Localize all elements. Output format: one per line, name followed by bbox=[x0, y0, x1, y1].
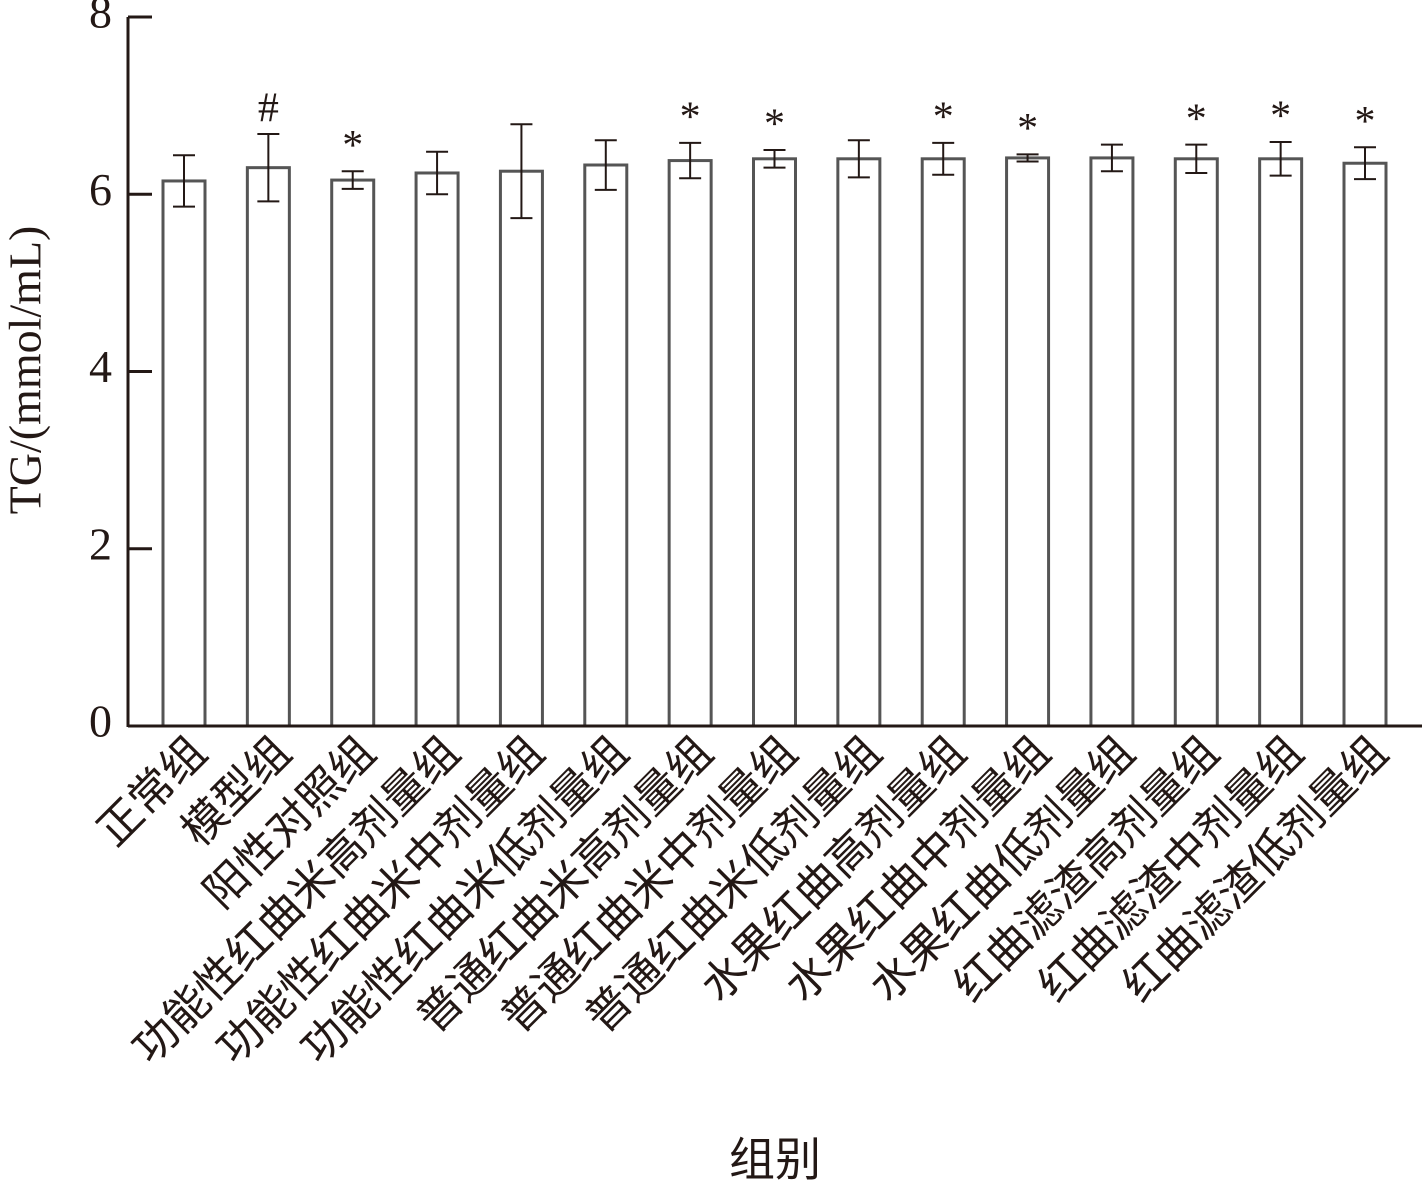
bar bbox=[414, 171, 460, 728]
bar bbox=[245, 166, 291, 728]
significance-marker: * bbox=[933, 94, 954, 140]
significance-marker: * bbox=[680, 94, 701, 140]
x-axis-label: 组别 bbox=[729, 1135, 821, 1186]
bar bbox=[1005, 156, 1051, 728]
bar bbox=[1342, 161, 1388, 728]
significance-marker: * bbox=[764, 102, 785, 148]
bar bbox=[161, 179, 207, 728]
significance-marker: * bbox=[1270, 94, 1291, 140]
bar bbox=[667, 159, 713, 728]
bar bbox=[1258, 157, 1304, 728]
significance-marker: * bbox=[342, 123, 363, 169]
y-tick-label: 4 bbox=[89, 341, 112, 392]
y-axis-label: TG/(mmol/mL) bbox=[0, 226, 51, 515]
y-tick-label: 6 bbox=[89, 164, 112, 215]
bar bbox=[498, 169, 544, 728]
bar bbox=[752, 157, 797, 728]
bar bbox=[1173, 157, 1219, 728]
significance-marker: # bbox=[258, 86, 279, 132]
bar bbox=[836, 157, 882, 728]
bar bbox=[583, 163, 629, 728]
bar bbox=[920, 157, 966, 728]
significance-marker: * bbox=[1186, 96, 1207, 142]
y-tick-label: 0 bbox=[89, 696, 112, 747]
y-tick-label: 8 bbox=[89, 0, 112, 38]
y-tick-label: 2 bbox=[89, 518, 112, 569]
significance-marker: * bbox=[1017, 106, 1038, 152]
significance-marker: * bbox=[1355, 99, 1376, 145]
bar bbox=[1089, 156, 1135, 728]
bar bbox=[330, 178, 376, 728]
